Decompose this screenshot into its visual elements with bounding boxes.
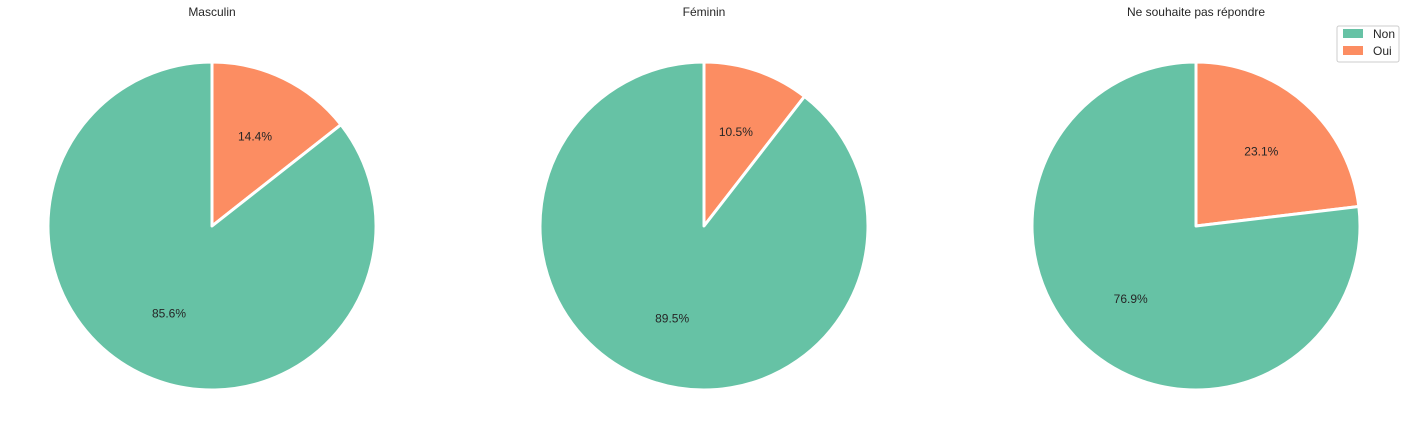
pie-slice-non bbox=[46, 60, 378, 392]
pie-percent-label-non: 89.5% bbox=[655, 311, 689, 325]
pie-chart-masculin: 14.4% 85.6% Masculin bbox=[46, 5, 378, 392]
pie-title: Féminin bbox=[683, 5, 726, 19]
pie-slice-oui bbox=[1194, 60, 1361, 228]
pie-slice-non bbox=[538, 60, 870, 392]
legend: Non Oui bbox=[1336, 25, 1400, 63]
legend-swatch-oui bbox=[1343, 46, 1363, 55]
legend-label-non: Non bbox=[1373, 27, 1395, 41]
pie-title: Masculin bbox=[188, 5, 235, 19]
pie-percent-label-oui: 10.5% bbox=[719, 125, 753, 139]
pie-charts-group: 14.4% 85.6% Masculin 10.5% 89.5% Féminin 23.1%… bbox=[46, 5, 1362, 392]
pie-percent-label-non: 76.9% bbox=[1114, 292, 1148, 306]
pie-slice-non bbox=[1030, 60, 1362, 392]
pie-percent-label-non: 85.6% bbox=[152, 307, 186, 321]
legend-swatch-non bbox=[1343, 29, 1363, 38]
pie-chart-ne-souhaite-pas-repondre: 23.1% 76.9% Ne souhaite pas répondre bbox=[1030, 5, 1362, 392]
pie-slice-oui bbox=[702, 60, 807, 228]
pie-title: Ne souhaite pas répondre bbox=[1127, 5, 1265, 19]
pie-slice-oui bbox=[210, 60, 343, 228]
legend-label-oui: Oui bbox=[1373, 44, 1392, 58]
pie-chart-feminin: 10.5% 89.5% Féminin bbox=[538, 5, 870, 392]
pie-percent-label-oui: 23.1% bbox=[1244, 145, 1278, 159]
pie-percent-label-oui: 14.4% bbox=[238, 130, 272, 144]
